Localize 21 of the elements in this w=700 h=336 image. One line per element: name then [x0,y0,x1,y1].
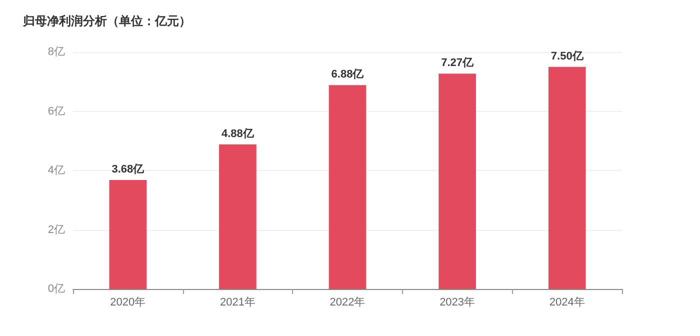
chart-title: 归母净利润分析（单位：亿元） [22,14,191,28]
x-tick-label: 2022年 [330,296,366,308]
y-tick-label: 0亿 [48,283,65,295]
x-tick-label: 2023年 [440,296,476,308]
data-label: 4.88亿 [221,128,255,140]
y-tick-label: 6亿 [48,105,65,118]
x-tick-label: 2021年 [220,296,256,308]
x-tick-label: 2024年 [549,296,585,308]
y-tick-label: 4亿 [48,164,65,176]
bar [219,144,256,289]
data-label: 7.50亿 [550,50,584,62]
bar [328,85,366,289]
bar [438,74,476,289]
x-tick-label: 2020年 [110,296,146,308]
bar [548,66,586,289]
y-tick-label: 2亿 [48,224,65,236]
y-tick-label: 8亿 [48,46,65,58]
bar [109,180,147,289]
data-label: 3.68亿 [112,163,146,176]
data-label: 7.27亿 [441,57,474,70]
data-label: 6.88亿 [331,68,365,81]
